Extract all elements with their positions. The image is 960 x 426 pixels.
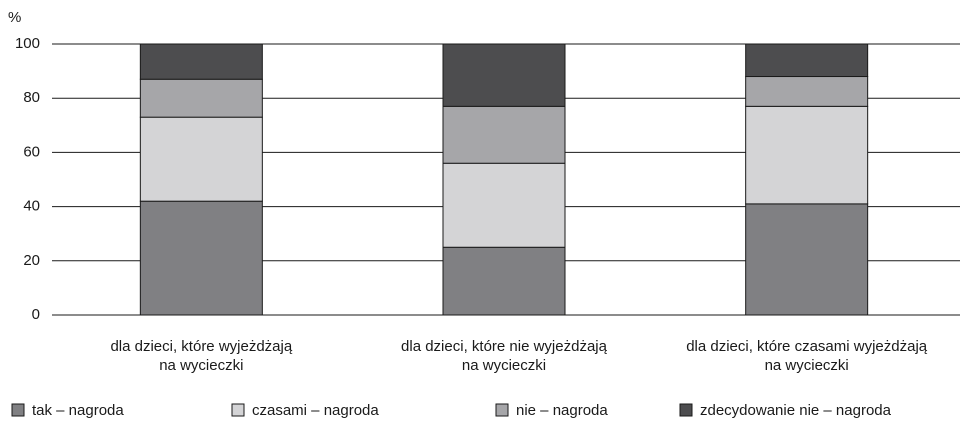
bar-segment [139, 116, 263, 202]
legend-swatch [231, 403, 245, 417]
bar-segment [745, 203, 869, 316]
legend-swatch [11, 403, 25, 417]
x-tick-label: na wycieczki [159, 357, 243, 374]
bar-segment [139, 200, 263, 316]
y-tick-label: 20 [23, 252, 40, 269]
x-tick-label: dla dzieci, które czasami wyjeżdżają [686, 338, 928, 355]
y-tick-label: 60 [23, 143, 40, 160]
x-tick-label: na wycieczki [765, 357, 849, 374]
y-tick-label: 100 [15, 35, 40, 52]
legend-label: czasami – nagroda [252, 402, 379, 419]
bar-segment [745, 43, 869, 78]
bar-segment [745, 76, 869, 107]
legend-swatch [495, 403, 509, 417]
bar-segment [442, 246, 566, 316]
legend-swatch [679, 403, 693, 417]
x-tick-label: dla dzieci, które nie wyjeżdżają [401, 338, 608, 355]
y-axis-label: % [8, 9, 21, 26]
legend-label: nie – nagroda [516, 402, 608, 419]
legend-label: zdecydowanie nie – nagroda [700, 402, 892, 419]
x-tick-label: dla dzieci, które wyjeżdżają [110, 338, 292, 355]
y-tick-label: 0 [32, 306, 40, 323]
bar-segment [442, 162, 566, 248]
bar-segment [139, 78, 263, 118]
bar-segment [442, 43, 566, 107]
x-tick-label: na wycieczki [462, 357, 546, 374]
y-tick-label: 40 [23, 198, 40, 215]
y-tick-label: 80 [23, 89, 40, 106]
legend-label: tak – nagroda [32, 402, 124, 419]
bar-segment [745, 105, 869, 205]
bar-segment [139, 43, 263, 80]
bar-segment [442, 105, 566, 164]
